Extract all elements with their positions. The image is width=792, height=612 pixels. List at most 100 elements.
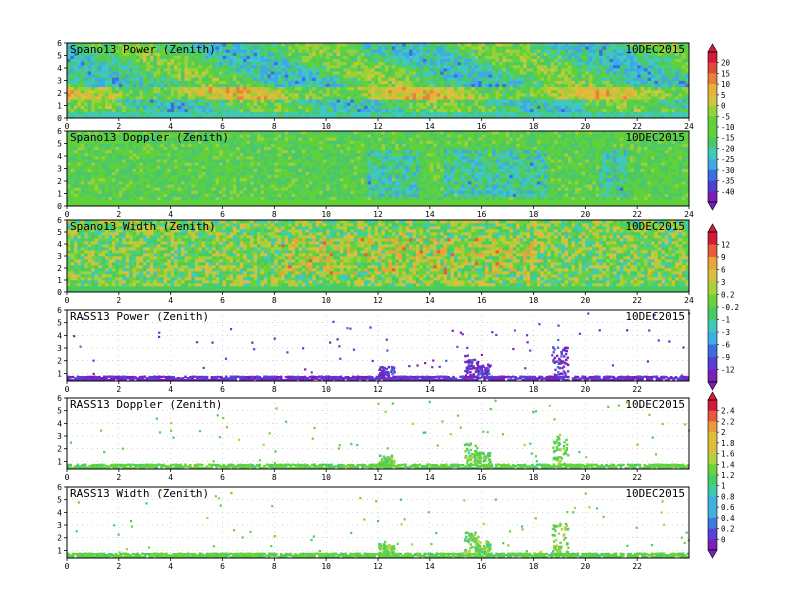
heatmap-cell — [412, 108, 417, 113]
heatmap-cell — [322, 71, 327, 75]
heatmap-cell — [447, 68, 451, 72]
heatmap-cell — [592, 68, 597, 72]
heatmap-cell — [129, 71, 134, 75]
heatmap-cell — [80, 77, 85, 81]
heatmap-cell — [523, 111, 527, 116]
heatmap-cell — [333, 46, 337, 50]
heatmap-cell — [526, 77, 531, 81]
heatmap-cell — [644, 111, 648, 116]
heatmap-cell — [73, 52, 78, 56]
heatmap-cell — [360, 55, 365, 59]
heatmap-cell — [70, 156, 75, 160]
heatmap-cell — [125, 184, 130, 188]
heatmap-cell — [222, 114, 227, 119]
heatmap-cell — [391, 61, 396, 66]
heatmap-cell — [367, 64, 372, 69]
heatmap-cell — [194, 108, 199, 113]
heatmap-cell — [644, 86, 648, 91]
heatmap-cell — [616, 46, 621, 50]
heatmap-cell — [568, 64, 572, 69]
heatmap-cell — [637, 77, 641, 81]
heatmap-cell — [630, 83, 635, 88]
heatmap-cell — [557, 99, 562, 103]
heatmap-cell — [633, 77, 638, 81]
heatmap-cell — [409, 55, 413, 59]
heatmap-cell — [633, 71, 638, 75]
heatmap-cell — [84, 105, 89, 109]
heatmap-cell — [602, 61, 607, 66]
heatmap-cell — [433, 43, 438, 47]
heatmap-cell — [440, 99, 445, 103]
heatmap-cell — [236, 71, 241, 75]
heatmap-cell — [277, 83, 282, 88]
heatmap-cell — [263, 96, 268, 100]
heatmap-cell — [561, 89, 565, 94]
heatmap-cell — [160, 102, 165, 106]
heatmap-cell — [129, 49, 134, 53]
heatmap-cell — [564, 83, 569, 88]
heatmap-cell — [153, 108, 158, 113]
heatmap-cell — [536, 55, 541, 59]
heatmap-cell — [554, 43, 559, 47]
heatmap-cell — [599, 77, 603, 81]
heatmap-cell — [274, 49, 279, 53]
heatmap-cell — [606, 86, 610, 91]
heatmap-cell — [201, 108, 206, 113]
heatmap-cell — [208, 61, 213, 66]
heatmap-cell — [139, 165, 144, 169]
heatmap-cell — [139, 49, 144, 53]
heatmap-cell — [274, 111, 279, 116]
heatmap-cell — [274, 74, 279, 78]
heatmap-cell — [398, 89, 403, 94]
heatmap-cell — [516, 46, 521, 50]
heatmap-cell — [433, 96, 438, 100]
heatmap-cell — [281, 111, 286, 116]
heatmap-cell — [367, 43, 372, 47]
heatmap-cell — [229, 80, 234, 84]
heatmap-cell — [312, 99, 317, 103]
heatmap-cell — [143, 165, 147, 169]
heatmap-cell — [678, 64, 683, 69]
heatmap-cell — [360, 68, 365, 72]
heatmap-cell — [156, 46, 161, 50]
heatmap-cell — [564, 68, 569, 72]
heatmap-cell — [129, 96, 134, 100]
heatmap-cell — [288, 83, 292, 88]
heatmap-cell — [77, 134, 82, 138]
heatmap-cell — [426, 46, 431, 50]
heatmap-cell — [267, 86, 272, 91]
heatmap-cell — [675, 93, 679, 97]
heatmap-cell — [184, 80, 189, 84]
heatmap-cell — [592, 61, 597, 66]
heatmap-cell — [105, 64, 109, 69]
heatmap-cell — [101, 149, 106, 154]
heatmap-cell — [654, 58, 659, 63]
heatmap-cell — [533, 77, 538, 81]
heatmap-cell — [181, 71, 185, 75]
heatmap-cell — [405, 99, 410, 103]
heatmap-cell — [198, 71, 203, 75]
heatmap-cell — [84, 143, 89, 147]
heatmap-cell — [91, 102, 95, 106]
heatmap-cell — [644, 80, 648, 84]
heatmap-cell — [395, 99, 400, 103]
heatmap-cell — [471, 102, 476, 106]
heatmap-cell — [315, 52, 320, 56]
heatmap-cell — [530, 102, 534, 106]
heatmap-cell — [91, 68, 95, 72]
heatmap-cell — [194, 99, 199, 103]
heatmap-cell — [353, 89, 358, 94]
heatmap-cell — [540, 61, 545, 66]
heatmap-cell — [246, 96, 251, 100]
heatmap-cell — [333, 52, 337, 56]
heatmap-cell — [111, 156, 116, 160]
heatmap-cell — [384, 71, 389, 75]
heatmap-cell — [77, 168, 82, 172]
heatmap-cell — [599, 61, 603, 66]
heatmap-cell — [101, 162, 106, 166]
heatmap-cell — [101, 171, 106, 176]
heatmap-cell — [77, 152, 82, 157]
heatmap-cell — [80, 55, 85, 59]
heatmap-cell — [329, 74, 334, 78]
heatmap-cell — [87, 156, 92, 160]
